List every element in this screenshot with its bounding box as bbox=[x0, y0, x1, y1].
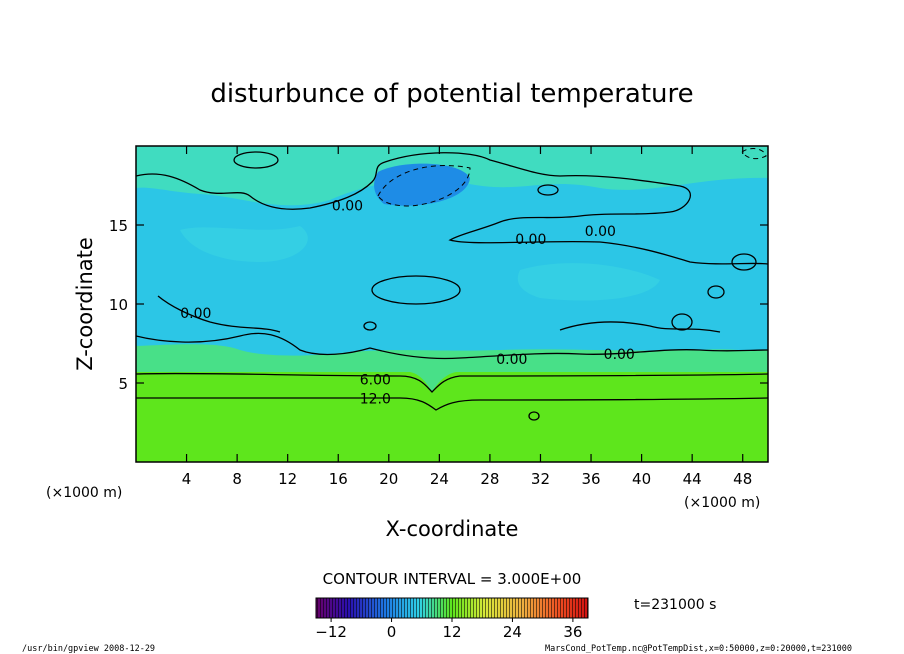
field-cyan-patch-1 bbox=[180, 226, 308, 262]
contour-label-3: 0.00 bbox=[180, 306, 211, 322]
contour-zero-mid bbox=[599, 241, 768, 265]
contour-twelve bbox=[136, 397, 768, 411]
y-axis: 5 10 15 bbox=[109, 217, 768, 393]
contour-negative-blue bbox=[377, 165, 471, 207]
contour-zero-right bbox=[559, 321, 721, 333]
contour-island-3 bbox=[528, 411, 540, 421]
x-tick-label-1: 8 bbox=[232, 470, 242, 488]
x-tick-label-4: 20 bbox=[379, 470, 398, 488]
contour-island-6 bbox=[671, 313, 693, 331]
contour-zero-upper bbox=[136, 152, 692, 244]
x-tick-label-2: 12 bbox=[278, 470, 297, 488]
field-lower bbox=[136, 372, 768, 462]
colorbar-tick-label-2: 12 bbox=[442, 623, 461, 641]
contour-label-0: 0.00 bbox=[332, 199, 363, 215]
x-tick-label-0: 4 bbox=[182, 470, 192, 488]
colorbar-tick-label-3: 24 bbox=[503, 623, 522, 641]
y-tick-label-0: 5 bbox=[118, 375, 128, 393]
x-tick-label-8: 36 bbox=[581, 470, 600, 488]
colorbar-tick-label-4: 36 bbox=[563, 623, 582, 641]
contour-lines bbox=[136, 151, 768, 421]
contour-island-4 bbox=[731, 253, 757, 271]
chart-title: disturbunce of potential temperature bbox=[210, 79, 693, 109]
colorbar-stripes bbox=[316, 598, 588, 618]
colorbar-ticks: −12 0 12 24 36 bbox=[315, 618, 582, 641]
contour-label-4: 0.00 bbox=[496, 352, 527, 368]
footer-right: MarsCond_PotTemp.nc@PotTempDist,x=0:5000… bbox=[545, 644, 852, 654]
field-blue-patch bbox=[374, 163, 470, 206]
colorbar: −12 0 12 24 36 bbox=[315, 597, 589, 641]
contour-zero-left bbox=[157, 295, 281, 333]
contour-label-6: 6.00 bbox=[360, 372, 391, 388]
x-unit-right: (×1000 m) bbox=[684, 495, 760, 511]
contour-island-8 bbox=[233, 151, 279, 169]
contour-label-5: 0.00 bbox=[604, 347, 635, 363]
x-unit-left: (×1000 m) bbox=[46, 485, 122, 501]
x-tick-label-9: 40 bbox=[632, 470, 651, 488]
x-tick-label-7: 32 bbox=[531, 470, 550, 488]
x-tick-label-10: 44 bbox=[683, 470, 702, 488]
y-tick-label-2: 15 bbox=[109, 217, 128, 235]
contour-labels: 0.00 0.00 0.00 0.00 0.00 0.00 6.00 12.0 bbox=[180, 199, 635, 408]
contour-label-7: 12.0 bbox=[360, 391, 391, 407]
contour-label-1: 0.00 bbox=[515, 232, 546, 248]
contour-interval-label: CONTOUR INTERVAL = 3.000E+00 bbox=[323, 570, 582, 588]
y-tick-label-1: 10 bbox=[109, 296, 128, 314]
time-label: t=231000 s bbox=[634, 597, 716, 613]
contour-island-1 bbox=[371, 275, 461, 305]
contour-negative-small bbox=[741, 148, 767, 160]
colorbar-tick-label-1: 0 bbox=[387, 623, 397, 641]
footer-left: /usr/bin/gpview 2008-12-29 bbox=[22, 644, 155, 654]
contour-island-2 bbox=[537, 184, 559, 196]
plot-area bbox=[136, 146, 768, 462]
contour-island-7 bbox=[363, 321, 377, 331]
colorbar-tick-label-0: −12 bbox=[315, 623, 347, 641]
x-axis-label: X-coordinate bbox=[386, 517, 519, 541]
contour-zero-lower bbox=[136, 332, 768, 360]
y-axis-label: Z-coordinate bbox=[73, 237, 97, 371]
x-tick-label-11: 48 bbox=[733, 470, 752, 488]
contour-island-5 bbox=[707, 285, 725, 299]
x-axis: 4 8 12 16 20 24 28 32 36 40 44 48 bbox=[182, 146, 752, 488]
field-dip bbox=[410, 372, 456, 392]
contour-six bbox=[136, 372, 768, 393]
x-tick-label-3: 16 bbox=[329, 470, 348, 488]
x-tick-label-6: 28 bbox=[480, 470, 499, 488]
contour-lines-negative bbox=[377, 148, 767, 207]
contour-label-2: 0.00 bbox=[585, 224, 616, 240]
field-cyan-patch-2 bbox=[517, 263, 660, 301]
x-tick-label-5: 24 bbox=[430, 470, 449, 488]
